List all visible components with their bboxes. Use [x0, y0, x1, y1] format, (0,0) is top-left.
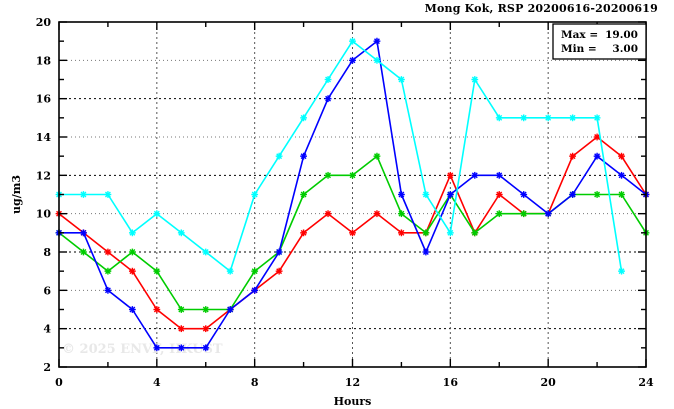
series-layer [55, 37, 650, 352]
legend-max-label: Max = [561, 29, 598, 41]
y-tick-label: 8 [43, 246, 51, 259]
legend-min-value: 3.00 [612, 43, 638, 55]
x-tick-label: 12 [345, 376, 360, 389]
y-tick-label: 2 [43, 361, 51, 374]
y-tick-label: 18 [36, 54, 52, 67]
x-tick-label: 4 [153, 376, 161, 389]
axis-layer [58, 21, 647, 368]
y-tick-label: 10 [36, 208, 52, 221]
x-tick-label: 8 [251, 376, 259, 389]
y-tick-label: 20 [36, 16, 52, 29]
grid-layer [59, 22, 646, 367]
y-tick-label: 4 [43, 323, 51, 336]
y-axis-title: ug/m3 [10, 175, 23, 214]
y-tick-label: 6 [43, 284, 51, 297]
x-tick-label: 20 [541, 376, 557, 389]
x-axis-title: Hours [334, 395, 372, 408]
legend-max-value: 19.00 [605, 29, 638, 41]
watermark-layer: © 2025 ENVF, HKUST [62, 342, 223, 357]
legend-box: Max = 19.00 Min = 3.00 [552, 23, 647, 60]
y-tick-label: 14 [36, 131, 52, 144]
series-20200619 [55, 37, 625, 275]
x-tick-label: 24 [638, 376, 654, 389]
legend-min-label: Min = [561, 43, 597, 55]
x-tick-label: 16 [443, 376, 459, 389]
chart-title: Mong Kok, RSP 20200616-20200619 [424, 2, 658, 15]
watermark: © 2025 ENVF, HKUST [62, 342, 223, 357]
y-tick-label: 16 [36, 93, 52, 106]
y-tick-label: 12 [36, 169, 51, 182]
x-tick-label: 0 [55, 376, 63, 389]
series-20200618 [55, 37, 650, 352]
